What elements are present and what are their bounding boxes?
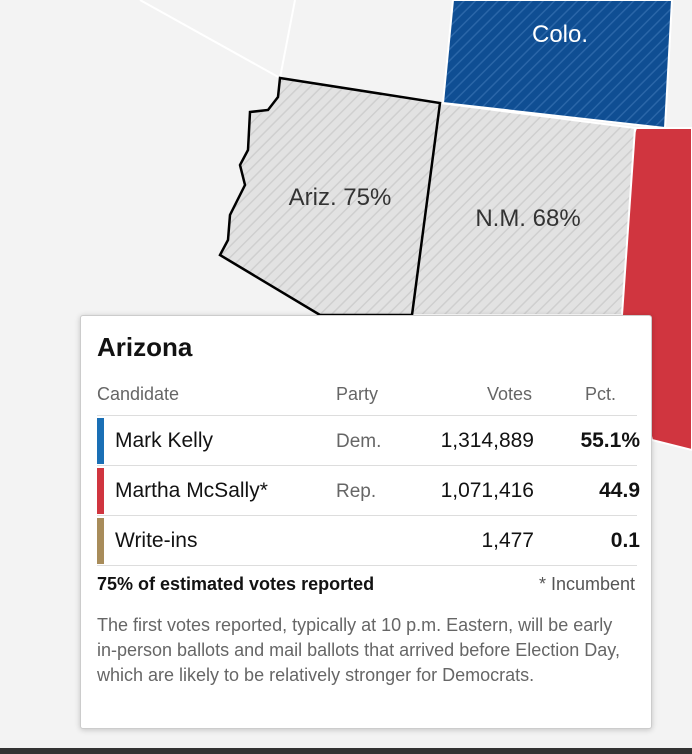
candidate-name: Mark Kelly: [115, 429, 214, 452]
reported: 75% of estimated votes reported: [97, 574, 375, 594]
note: The first votes reported, typically at 1…: [97, 615, 620, 685]
pct: 44.9: [599, 479, 640, 502]
header: Votes: [486, 384, 532, 404]
candidate-row: Martha McSally* Rep. 1,071,416 44.9: [97, 465, 640, 516]
party: Dem.: [336, 431, 382, 452]
header: Pct.: [584, 384, 616, 404]
tooltip-title: Arizona: [97, 332, 193, 362]
pct: 0.1: [610, 529, 640, 552]
party-bar: [97, 468, 104, 514]
votes: 1,071,416: [440, 479, 534, 502]
candidate-row: Mark Kelly Dem. 1,314,889 55.1%: [97, 415, 640, 466]
candidate-name: Write-ins: [115, 529, 198, 552]
header: Party: [336, 384, 379, 404]
bottom-bar: [0, 748, 692, 754]
votes: 1,314,889: [440, 429, 534, 452]
candidate-row: Write-ins 1,477 0.1: [97, 515, 640, 566]
tooltip: Arizona Candidate Party Votes Pct. Mark …: [80, 315, 652, 729]
incumbent-note: * Incumbent: [538, 574, 635, 594]
candidate-name: Martha McSally*: [115, 479, 268, 502]
votes: 1,477: [481, 529, 534, 552]
state-label: Ariz. 75%: [289, 184, 392, 211]
pct: 55.1%: [580, 429, 640, 452]
state-label: N.M. 68%: [475, 205, 580, 232]
party: Rep.: [336, 481, 377, 502]
party-bar: [97, 418, 104, 464]
divider: [97, 565, 637, 567]
party-bar: [97, 518, 104, 564]
header: Candidate: [97, 384, 180, 404]
state-label: Colo.: [532, 21, 588, 48]
